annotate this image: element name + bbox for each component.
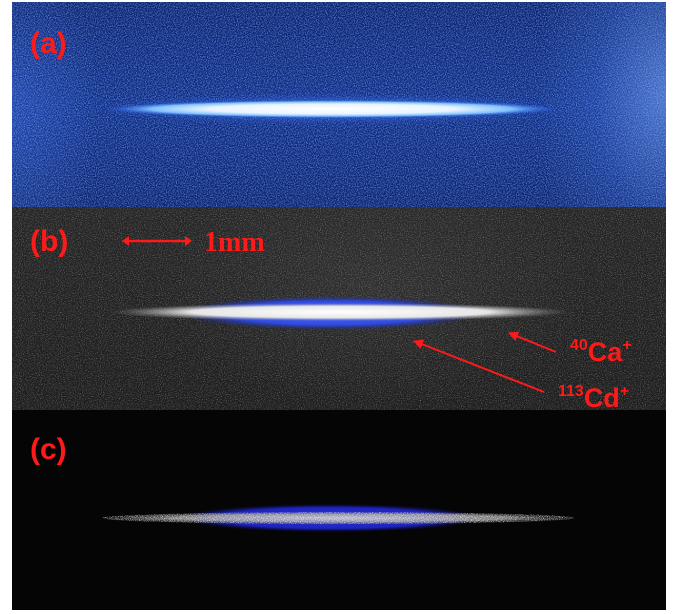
panel-c-image <box>12 410 666 610</box>
calcium-ion-label: 40Ca+ <box>570 338 632 366</box>
panel-label-c: (c) <box>30 433 67 466</box>
scale-bar-label: 1mm <box>204 227 265 258</box>
panel-label-a: (a) <box>30 27 67 60</box>
cadmium-symbol: Cd <box>583 383 620 413</box>
calcium-symbol: Ca <box>587 337 623 367</box>
panel-label-b: (b) <box>30 225 69 258</box>
panel-b-image <box>12 207 666 410</box>
calcium-mass-number: 40 <box>570 337 588 354</box>
cadmium-mass-number: 113 <box>558 383 584 400</box>
cadmium-ion-label: 113Cd+ <box>558 384 629 412</box>
panel-a-noise <box>12 2 666 207</box>
ion-crystal-a <box>106 100 558 118</box>
panel-a-image <box>12 2 666 207</box>
panel-b-noise <box>12 207 666 410</box>
panel-c-simulation <box>102 504 574 532</box>
calcium-charge: + <box>622 337 632 354</box>
calcium-ions-b <box>110 303 570 321</box>
cadmium-charge: + <box>619 383 630 400</box>
